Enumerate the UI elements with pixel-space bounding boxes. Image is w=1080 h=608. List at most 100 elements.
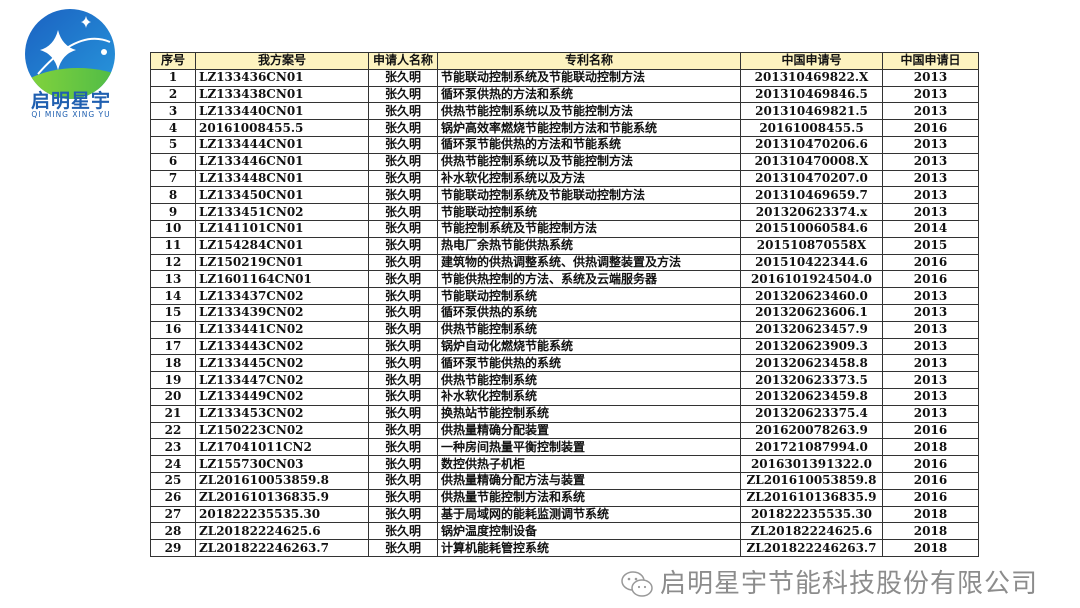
cell-application-number: 201320623457.9 — [740, 320, 883, 339]
cell-patent-name: 循环泵供热的方法和系统 — [437, 85, 741, 104]
column-header-case-number: 我方案号 — [195, 52, 369, 70]
cell-application-date: 2016 — [882, 488, 979, 507]
cell-application-number: 201320623373.5 — [740, 371, 883, 389]
cell-row-number: 8 — [150, 186, 196, 205]
table-row: 7 LZ133448CN01 张久明 补水软化控制系统以及方法 201310470207… — [150, 169, 979, 188]
cell-case-number: LZ141101CN01 — [195, 219, 369, 238]
cell-application-number: 201510870558X — [740, 236, 883, 255]
cell-case-number: LZ133443CN02 — [195, 337, 369, 356]
cell-row-number: 18 — [150, 354, 196, 373]
cell-patent-name: 供热节能控制系统以及节能控制方法 — [437, 152, 741, 171]
cell-application-number: 20161008455.5 — [740, 119, 883, 137]
cell-application-date: 2013 — [882, 85, 979, 104]
cell-patent-name: 供热量精确分配装置 — [437, 421, 741, 440]
cell-case-number: 201822235535.30 — [195, 505, 369, 524]
cell-application-date: 2013 — [882, 354, 979, 373]
cell-applicant-name: 张久明 — [368, 119, 438, 137]
cell-case-number: LZ133448CN01 — [195, 169, 369, 188]
cell-applicant-name: 张久明 — [368, 135, 438, 154]
cell-patent-name: 循环泵节能供热的系统 — [437, 354, 741, 373]
table-row: 29 ZL201822246263.7 张久明 计算机能耗管控系统 ZL20182224… — [150, 539, 979, 557]
cell-row-number: 29 — [150, 539, 196, 557]
cell-application-date: 2013 — [882, 203, 979, 221]
cell-patent-name: 节能联动控制系统 — [437, 203, 741, 221]
cell-applicant-name: 张久明 — [368, 152, 438, 171]
cell-case-number: LZ150219CN01 — [195, 253, 369, 272]
cell-applicant-name: 张久明 — [368, 236, 438, 255]
cell-row-number: 12 — [150, 253, 196, 272]
cell-application-date: 2016 — [882, 119, 979, 137]
cell-patent-name: 计算机能耗管控系统 — [437, 539, 741, 557]
cell-case-number: LZ133445CN02 — [195, 354, 369, 373]
table-row: 11 LZ154284CN01 张久明 热电厂余热节能供热系统 201510870558… — [150, 236, 979, 255]
cell-row-number: 5 — [150, 135, 196, 154]
cell-application-number: 201310470206.6 — [740, 135, 883, 154]
cell-application-date: 2016 — [882, 253, 979, 272]
table-row: 13 LZ1601164CN01 张久明 节能供热控制的方法、系统及云端服务器 2016… — [150, 270, 979, 289]
cell-application-number: 201510060584.6 — [740, 219, 883, 238]
cell-patent-name: 数控供热子机柜 — [437, 455, 741, 473]
cell-patent-name: 锅炉自动化燃烧节能系统 — [437, 337, 741, 356]
cell-applicant-name: 张久明 — [368, 320, 438, 339]
cell-applicant-name: 张久明 — [368, 102, 438, 121]
cell-applicant-name: 张久明 — [368, 354, 438, 373]
cell-application-number: ZL201610053859.8 — [740, 471, 883, 490]
cell-patent-name: 供热量节能控制方法和系统 — [437, 488, 741, 507]
cell-case-number: LZ133441CN02 — [195, 320, 369, 339]
cell-applicant-name: 张久明 — [368, 337, 438, 356]
cell-patent-name: 节能控制系统及节能控制方法 — [437, 219, 741, 238]
cell-application-date: 2016 — [882, 421, 979, 440]
table-row: 21 LZ133453CN02 张久明 换热站节能控制系统 201320623375.4… — [150, 404, 979, 423]
column-header-applicant-name: 申请人名称 — [368, 52, 438, 70]
table-row: 18 LZ133445CN02 张久明 循环泵节能供热的系统 201320623458.… — [150, 354, 979, 373]
cell-row-number: 22 — [150, 421, 196, 440]
cell-application-number: 201620078263.9 — [740, 421, 883, 440]
cell-applicant-name: 张久明 — [368, 387, 438, 406]
cell-patent-name: 热电厂余热节能供热系统 — [437, 236, 741, 255]
cell-case-number: ZL201610053859.8 — [195, 471, 369, 490]
cell-row-number: 1 — [150, 68, 196, 87]
table-row: 15 LZ133439CN02 张久明 循环泵供热的系统 201320623606.1 2… — [150, 303, 979, 322]
cell-patent-name: 补水软化控制系统以及方法 — [437, 169, 741, 188]
table-row: 5 LZ133444CN01 张久明 循环泵节能供热的方法和节能系统 201310470… — [150, 135, 979, 154]
cell-case-number: LZ133453CN02 — [195, 404, 369, 423]
cell-application-number: ZL201610136835.9 — [740, 488, 883, 507]
cell-patent-name: 循环泵节能供热的方法和节能系统 — [437, 135, 741, 154]
cell-application-number: ZL20182224625.6 — [740, 522, 883, 541]
cell-row-number: 15 — [150, 303, 196, 322]
cell-patent-name: 循环泵供热的系统 — [437, 303, 741, 322]
cell-row-number: 13 — [150, 270, 196, 289]
cell-case-number: LZ155730CN03 — [195, 455, 369, 473]
cell-case-number: LZ154284CN01 — [195, 236, 369, 255]
cell-applicant-name: 张久明 — [368, 219, 438, 238]
table-row: 17 LZ133443CN02 张久明 锅炉自动化燃烧节能系统 201320623909… — [150, 337, 979, 356]
cell-application-date: 2013 — [882, 287, 979, 305]
cell-row-number: 14 — [150, 287, 196, 305]
cell-application-date: 2013 — [882, 320, 979, 339]
cell-application-date: 2018 — [882, 438, 979, 457]
cell-applicant-name: 张久明 — [368, 253, 438, 272]
column-header-application-number: 中国申请号 — [740, 52, 883, 70]
cell-application-date: 2016 — [882, 455, 979, 473]
cell-application-date: 2014 — [882, 219, 979, 238]
cell-row-number: 3 — [150, 102, 196, 121]
cell-row-number: 11 — [150, 236, 196, 255]
cell-applicant-name: 张久明 — [368, 287, 438, 305]
cell-case-number: LZ17041011CN2 — [195, 438, 369, 457]
cell-applicant-name: 张久明 — [368, 421, 438, 440]
cell-application-date: 2016 — [882, 471, 979, 490]
cell-case-number: ZL201610136835.9 — [195, 488, 369, 507]
cell-row-number: 26 — [150, 488, 196, 507]
cell-application-number: 201310469659.7 — [740, 186, 883, 205]
cell-case-number: LZ133451CN02 — [195, 203, 369, 221]
cell-application-date: 2013 — [882, 152, 979, 171]
cell-patent-name: 补水软化控制系统 — [437, 387, 741, 406]
table-header-row: 序号 我方案号 申请人名称 专利名称 中国申请号 中国申请日 — [150, 52, 979, 70]
cell-application-number: 201320623459.8 — [740, 387, 883, 406]
cell-row-number: 4 — [150, 119, 196, 137]
cell-applicant-name: 张久明 — [368, 404, 438, 423]
cell-applicant-name: 张久明 — [368, 539, 438, 557]
cell-case-number: ZL201822246263.7 — [195, 539, 369, 557]
cell-row-number: 24 — [150, 455, 196, 473]
cell-patent-name: 供热节能控制系统以及节能控制方法 — [437, 102, 741, 121]
